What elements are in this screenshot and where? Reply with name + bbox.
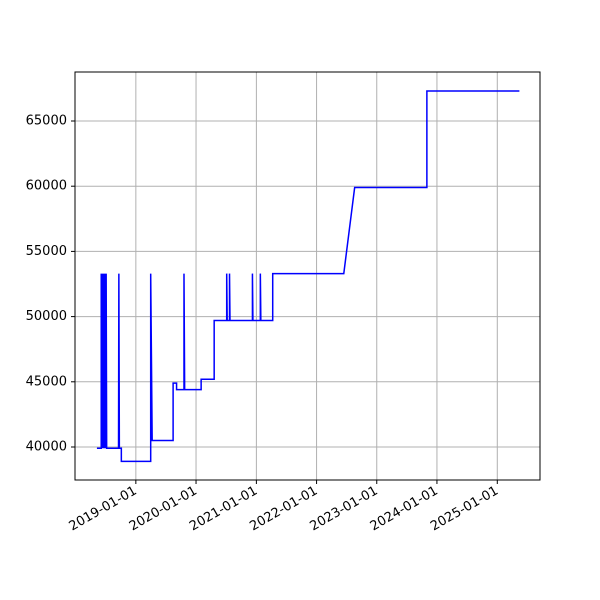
x-tick-label: 2021-01-01 bbox=[187, 484, 260, 535]
x-tick-label: 2023-01-01 bbox=[308, 484, 381, 535]
x-tick-label: 2024-01-01 bbox=[368, 484, 441, 535]
y-tick-label: 50000 bbox=[26, 309, 67, 324]
y-tick-label: 45000 bbox=[26, 374, 67, 389]
x-tick-label: 2019-01-01 bbox=[67, 484, 140, 535]
y-tick-label: 40000 bbox=[26, 439, 67, 454]
x-tick-label: 2022-01-01 bbox=[247, 484, 320, 535]
plot-frame bbox=[74, 71, 541, 481]
x-tick-label: 2020-01-01 bbox=[127, 484, 200, 535]
x-tick-label: 2025-01-01 bbox=[428, 484, 501, 535]
line-series bbox=[96, 90, 520, 463]
y-tick-label: 60000 bbox=[26, 179, 67, 194]
y-tick-label: 55000 bbox=[26, 244, 67, 259]
y-tick-label: 65000 bbox=[26, 114, 67, 129]
